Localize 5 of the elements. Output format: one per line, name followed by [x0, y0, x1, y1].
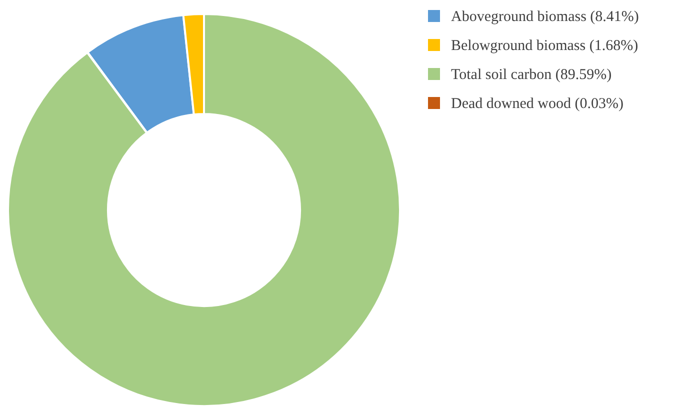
legend-label: Belowground biomass (1.68%)	[451, 38, 638, 54]
donut-slice	[7, 13, 401, 407]
legend-label: Dead downed wood (0.03%)	[451, 96, 624, 112]
legend-label: Total soil carbon (89.59%)	[451, 67, 612, 83]
legend-label: Aboveground biomass (8.41%)	[451, 9, 639, 25]
